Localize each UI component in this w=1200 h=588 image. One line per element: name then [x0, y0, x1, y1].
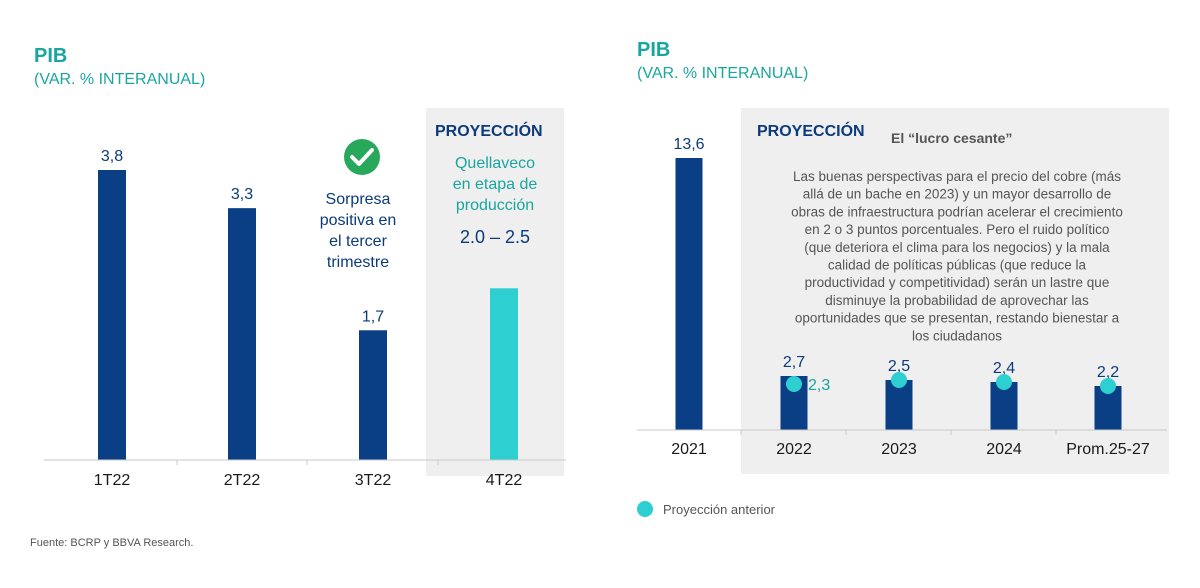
bar: [885, 380, 913, 430]
x-tick-label: Prom.25-27: [1066, 441, 1150, 458]
x-tick-label: 2023: [881, 441, 917, 458]
check-circle-icon: [344, 139, 380, 175]
right-chart: PIB (VAR. % INTERANUAL) PROYECCIÓN El “l…: [637, 39, 1169, 517]
x-tick-label: 2022: [776, 441, 812, 458]
x-tick-label: 2021: [671, 441, 707, 458]
right-x-ticks: 2021 2022 2023 2024 Prom.25-27: [671, 430, 1150, 458]
projection-bar: [490, 288, 518, 460]
bar: [675, 158, 703, 430]
left-projection-label: PROYECCIÓN: [435, 121, 543, 140]
left-projection-note-line: producción: [456, 197, 534, 214]
box-text-line: productividad y competitividad) serán un…: [805, 275, 1110, 290]
legend-marker-icon: [637, 501, 653, 517]
bar: [98, 170, 126, 460]
x-tick-label: 4T22: [486, 472, 523, 489]
box-text-line: disminuye la probabilidad de aprovechar …: [825, 293, 1089, 308]
box-title: El “lucro cesante”: [891, 130, 1012, 146]
annotation-line: trimestre: [327, 254, 389, 271]
annotation-line: Sorpresa: [326, 191, 391, 208]
x-tick-label: 1T22: [94, 472, 131, 489]
bar-value-label: 13,6: [673, 136, 704, 153]
bar-value-label: 2,5: [888, 358, 910, 375]
left-chart: PIB (VAR. % INTERANUAL) PROYECCIÓN Quell…: [34, 45, 566, 489]
left-chart-subtitle: (VAR. % INTERANUAL): [34, 71, 205, 88]
x-tick-label: 2T22: [224, 472, 261, 489]
left-projection-note-line: Quellaveco: [455, 155, 535, 172]
annotation-line: positiva en: [320, 212, 397, 229]
left-chart-title: PIB: [34, 45, 67, 67]
box-text-line: Las buenas perspectivas para el precio d…: [793, 169, 1121, 184]
box-text: Las buenas perspectivas para el precio d…: [791, 169, 1123, 343]
box-text-line: en 2 o 3 puntos porcentuales. Pero el ru…: [805, 222, 1110, 237]
previous-projection-point: [1100, 378, 1116, 394]
bar-value-label: 1,7: [362, 308, 384, 325]
box-text-line: allá de un bache en 2023) y un mayor des…: [803, 187, 1111, 202]
left-projection-note-line: en etapa de: [453, 176, 538, 193]
bar-value-label: 2,7: [783, 354, 805, 371]
box-text-line: calidad de políticas públicas (que reduc…: [828, 258, 1087, 273]
previous-projection-label: 2,3: [808, 377, 830, 394]
previous-projection-points: 2,3: [786, 372, 1116, 394]
legend-label: Proyección anterior: [663, 502, 776, 517]
right-chart-title: PIB: [637, 39, 670, 61]
previous-projection-point: [786, 376, 802, 392]
box-text-line: oportunidades que se presentan, restando…: [795, 311, 1120, 326]
right-projection-label: PROYECCIÓN: [757, 121, 865, 140]
left-x-ticks: 1T22 2T22 3T22 4T22: [94, 460, 523, 489]
x-tick-label: 3T22: [355, 472, 392, 489]
bar: [228, 208, 256, 460]
annotation-line: el tercer: [329, 233, 387, 250]
bar-value-label: 3,3: [231, 186, 253, 203]
bar-value-label: 2,2: [1097, 364, 1119, 381]
bar: [359, 330, 387, 460]
box-text-line: obras de infraestructura podrían acelera…: [791, 204, 1123, 219]
x-tick-label: 2024: [986, 441, 1022, 458]
source-note: Fuente: BCRP y BBVA Research.: [30, 537, 193, 549]
right-chart-subtitle: (VAR. % INTERANUAL): [637, 65, 808, 82]
left-bars: 3,8 3,3 1,7: [98, 148, 518, 460]
box-text-line: los ciudadanos: [912, 328, 1002, 343]
previous-projection-point: [891, 372, 907, 388]
bar-value-label: 2,4: [993, 360, 1015, 377]
box-text-line: (que deteriora el clima para los negocio…: [804, 240, 1110, 255]
left-projection-range-label: 2.0 – 2.5: [460, 227, 530, 247]
previous-projection-point: [996, 374, 1012, 390]
bar-value-label: 3,8: [101, 148, 123, 165]
